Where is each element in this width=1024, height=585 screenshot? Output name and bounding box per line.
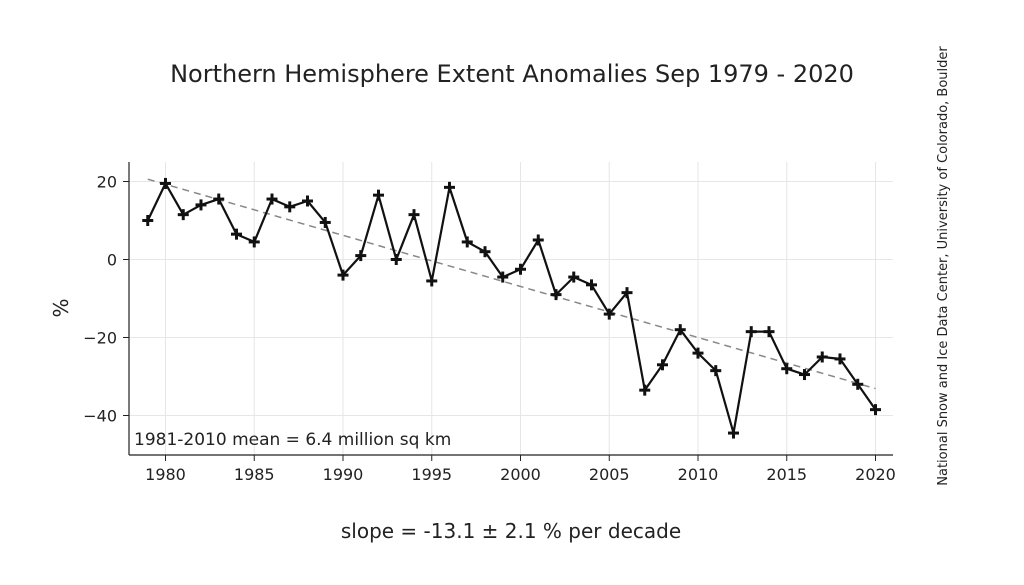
data-point-marker [479, 246, 491, 258]
x-grid [165, 162, 876, 455]
y-tick-label: −20 [83, 329, 117, 348]
data-point-marker [532, 234, 544, 246]
data-point-marker [674, 324, 686, 336]
data-point-marker [834, 353, 846, 365]
data-point-marker [231, 228, 242, 240]
x-tick-label: 2015 [766, 465, 807, 484]
chart-title: Northern Hemisphere Extent Anomalies Sep… [170, 60, 854, 88]
y-axis-ticks: 20 0 −20 −40 [83, 173, 129, 426]
data-point-marker [319, 216, 331, 228]
data-point-marker [639, 384, 651, 396]
data-point-marker [195, 199, 207, 211]
data-point-marker [444, 181, 455, 193]
x-tick-label: 2000 [500, 465, 541, 484]
data-point-marker [266, 193, 278, 205]
data-point-marker [355, 250, 367, 262]
data-point-marker [799, 369, 810, 381]
data-point-marker [461, 236, 473, 248]
source-credit: National Snow and Ice Data Center, Unive… [936, 46, 951, 486]
data-point-marker [657, 359, 668, 371]
data-point-marker [497, 271, 509, 283]
x-axis-ticks: 1980 1985 1990 1995 2000 2005 2010 2015 2020 [145, 455, 896, 484]
data-point-marker [213, 193, 225, 205]
data-point-marker [568, 271, 580, 283]
data-point-marker [248, 236, 260, 248]
data-point-marker [284, 201, 296, 213]
data-point-marker [728, 427, 739, 439]
data-markers [142, 177, 881, 439]
x-tick-label: 1990 [323, 465, 364, 484]
x-axis-label: slope = -13.1 ± 2.1 % per decade [341, 519, 681, 543]
mean-annotation: 1981-2010 mean = 6.4 million sq km [134, 430, 451, 450]
x-tick-label: 1995 [411, 465, 452, 484]
series-line [146, 182, 877, 435]
data-point-marker [337, 269, 349, 281]
data-point-marker [763, 326, 775, 338]
data-point-marker [550, 289, 562, 301]
y-tick-label: 20 [97, 173, 117, 192]
data-point-marker [160, 177, 171, 189]
data-point-marker [586, 279, 597, 291]
data-point-marker [816, 351, 828, 363]
y-tick-label: −40 [83, 407, 117, 426]
data-point-marker [781, 363, 793, 375]
data-point-marker [408, 209, 420, 221]
data-point-marker [177, 209, 189, 221]
trend-line [147, 178, 876, 390]
data-point-marker [745, 326, 757, 338]
data-point-marker [515, 263, 526, 275]
y-axis-label: % [49, 298, 73, 317]
y-grid [129, 181, 893, 416]
x-tick-label: 2010 [678, 465, 719, 484]
x-tick-label: 1985 [234, 465, 275, 484]
data-point-marker [142, 215, 154, 226]
data-point-marker [710, 365, 722, 377]
data-point-marker [390, 254, 402, 265]
data-point-marker [621, 287, 633, 299]
x-tick-label: 2005 [589, 465, 630, 484]
data-point-marker [603, 308, 615, 320]
y-tick-label: 0 [107, 251, 117, 270]
data-point-marker [870, 404, 881, 416]
data-point-marker [373, 189, 384, 201]
data-point-marker [426, 275, 438, 287]
data-point-marker [692, 347, 704, 359]
data-point-marker [302, 195, 313, 207]
x-tick-label: 2020 [855, 465, 896, 484]
data-point-marker [852, 378, 864, 390]
x-tick-label: 1980 [145, 465, 186, 484]
